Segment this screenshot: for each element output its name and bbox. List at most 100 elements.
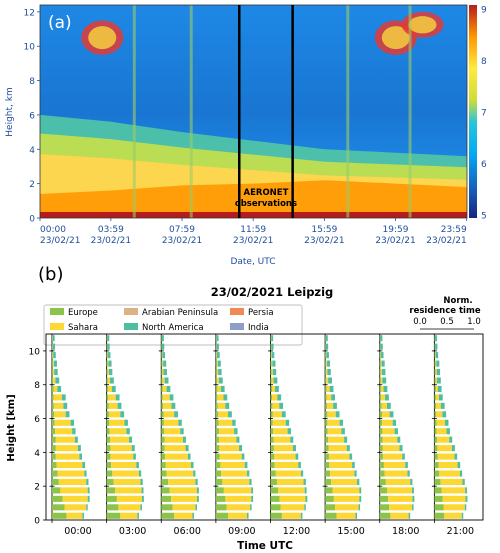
bar-europe [161,504,173,511]
bar-europe [52,335,53,342]
bar-europe [52,402,54,409]
bar-europe [379,504,390,511]
bar-north-america [129,436,133,443]
a-x-tick-date: 23/02/21 [426,236,466,246]
bar-north-america [451,445,455,452]
bar-north-america [325,343,329,350]
bar-europe [325,377,327,384]
bar-sahara [55,428,73,435]
bar-north-america [435,343,438,350]
bar-north-america [412,487,414,494]
bar-north-america [251,487,254,494]
bar-sahara [326,369,328,376]
bar-sahara [163,411,175,418]
bar-sahara [223,487,252,494]
bar-europe [106,487,115,494]
bar-north-america [244,462,248,469]
bar-sahara [171,495,197,502]
panel-a-x-label: Date, UTC [230,257,275,267]
bar-sahara [437,445,452,452]
panel-b-x-label: Time UTC [237,540,293,552]
bar-north-america [162,335,164,342]
bar-europe [270,369,272,376]
bar-sahara [165,453,188,460]
bar-europe [106,478,114,485]
bar-north-america [187,453,191,460]
bar-europe [434,512,445,519]
bar-europe [379,478,386,485]
bar-north-america [437,377,441,384]
bar-sahara [217,402,226,409]
bar-europe [52,360,54,367]
bar-europe [325,512,337,519]
bar-sahara [389,504,413,511]
bar-europe [379,377,381,384]
bar-europe [434,428,437,435]
bar-north-america [249,478,252,485]
bar-europe [106,385,109,392]
bar-europe [434,360,436,367]
bar-sahara [108,385,112,392]
bar-europe [52,411,55,418]
a-x-tick-date: 23/02/21 [40,236,80,246]
bar-sahara [228,512,248,519]
bar-sahara [437,436,450,443]
bar-north-america [70,419,75,426]
bar-north-america [84,470,87,477]
bar-north-america [273,377,278,384]
bar-europe [52,512,67,519]
aeronet-label-1: AERONET [244,188,289,198]
bar-north-america [185,445,189,452]
bar-north-america [436,360,440,367]
bar-sahara [218,428,235,435]
bar-north-america [389,411,394,418]
profile-2100 [431,334,468,520]
bar-north-america [304,504,306,511]
bar-sahara [328,453,350,460]
bar-sahara [442,495,466,502]
cloud-gap-stripe [408,5,412,218]
bar-north-america [82,462,86,469]
bar-sahara [53,385,58,392]
bar-europe [161,462,166,469]
bar-north-america [164,377,169,384]
bar-north-america [239,445,243,452]
bar-europe [215,470,222,477]
b-x-tick-label: 15:00 [337,526,364,537]
b-x-tick-label: 03:00 [119,526,146,537]
bar-sahara [388,495,413,502]
bar-europe [325,343,326,350]
bar-north-america [111,385,116,392]
bar-europe [270,385,273,392]
bar-sahara [274,453,296,460]
bar-sahara [53,394,62,401]
bar-sahara [109,428,127,435]
bar-north-america [382,369,386,376]
bar-north-america [271,335,274,342]
bar-europe [325,462,330,469]
bar-sahara [217,394,224,401]
bar-north-america [380,352,384,359]
b-y-tick-label: 6 [34,415,40,425]
bar-sahara [382,428,395,435]
bar-north-america [465,495,468,502]
bar-sahara [120,512,138,519]
a-y-tick-label: 12 [24,8,35,18]
panel-a-y-label: Height, km [5,87,15,136]
bar-europe [161,411,164,418]
bar-europe [215,453,220,460]
bar-sahara [383,453,403,460]
bar-north-america [392,419,397,426]
bar-europe [52,352,53,359]
bar-north-america [385,394,389,401]
bar-sahara [380,369,383,376]
bar-sahara [162,385,167,392]
bar-europe [270,335,272,342]
bar-europe [106,462,112,469]
bar-sahara [164,428,181,435]
residence-time-axis: Norm. residence time 0.0 0.5 1.0 [409,296,481,330]
bar-sahara [327,402,334,409]
bar-sahara [437,453,455,460]
bar-north-america [218,369,222,376]
panel-b-frame [45,333,484,521]
